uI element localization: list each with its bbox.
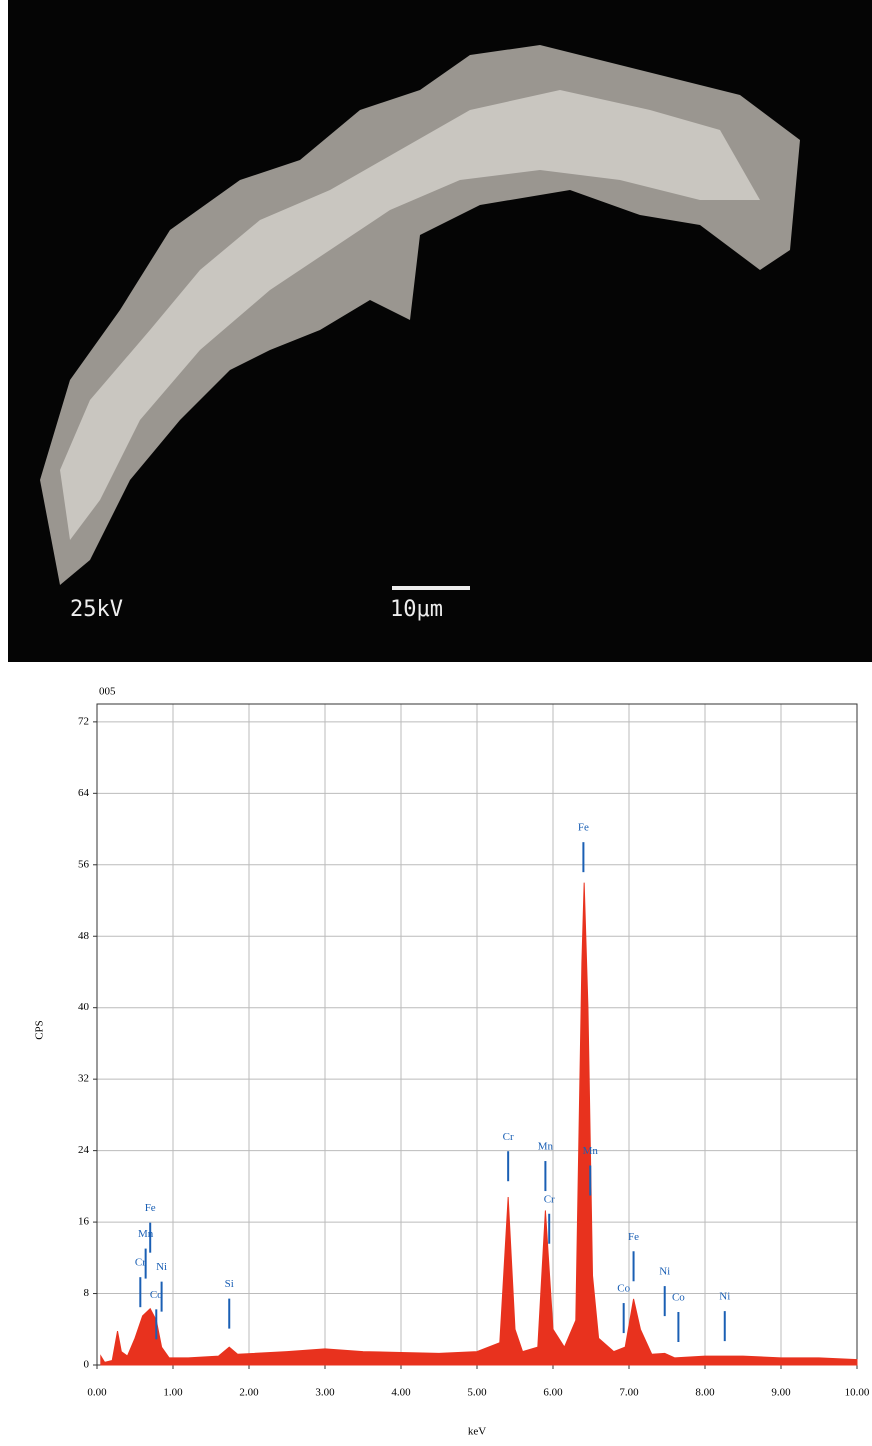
y-tick-label: 8 <box>84 1287 90 1299</box>
y-tick-label: 72 <box>78 715 89 727</box>
y-tick-label: 32 <box>78 1073 89 1085</box>
peak-label: Ni <box>659 1266 670 1278</box>
peak-label: Co <box>150 1289 163 1301</box>
x-tick-label: 3.00 <box>315 1387 335 1399</box>
y-tick-label: 40 <box>78 1001 90 1013</box>
x-tick-label: 7.00 <box>619 1387 639 1399</box>
peak-label: Cr <box>503 1131 514 1143</box>
peak-label: Cr <box>135 1257 146 1269</box>
peak-label: Mn <box>138 1228 154 1240</box>
y-axis-label: CPS <box>34 1020 46 1040</box>
scale-bar <box>392 586 470 590</box>
y-tick-label: 64 <box>78 787 90 799</box>
x-tick-label: 6.00 <box>543 1387 563 1399</box>
x-tick-label: 2.00 <box>239 1387 259 1399</box>
peak-label: Mn <box>538 1141 554 1153</box>
y-tick-label: 16 <box>78 1216 90 1228</box>
y-tick-label: 48 <box>78 930 90 942</box>
spectrum-area <box>101 883 857 1365</box>
figure: 25kV 10μm 005 CPS keV 0 8 16 24 32 40 48 56 64 72… <box>0 0 872 1441</box>
x-tick-label: 1.00 <box>163 1387 183 1399</box>
x-tick-label: 9.00 <box>771 1387 791 1399</box>
x-tick-label: 5.00 <box>467 1387 487 1399</box>
page: 25kV 10μm 005 CPS keV 0 8 16 24 32 40 48 56 64 72… <box>0 0 872 1441</box>
scale-label: 10μm <box>390 597 443 622</box>
y-tick-label: 56 <box>78 858 90 870</box>
x-tick-label: 4.00 <box>391 1387 411 1399</box>
chart-title: 005 <box>99 686 116 698</box>
peak-label: Fe <box>145 1202 156 1214</box>
peak-label: Cr <box>544 1193 555 1205</box>
peak-label: Si <box>225 1278 234 1290</box>
peak-label: Ni <box>156 1261 167 1273</box>
y-tick-label: 0 <box>84 1359 90 1371</box>
voltage-label: 25kV <box>70 597 123 622</box>
y-tick-label: 24 <box>78 1144 90 1156</box>
x-tick-label: 10.00 <box>845 1387 870 1399</box>
peak-label: Fe <box>578 822 589 834</box>
x-axis-label: keV <box>468 1426 486 1438</box>
x-tick-label: 0.00 <box>87 1387 107 1399</box>
peak-label: Co <box>672 1292 685 1304</box>
peak-label: Mn <box>583 1145 599 1157</box>
peak-label: Co <box>617 1283 630 1295</box>
x-tick-label: 8.00 <box>695 1387 715 1399</box>
peak-label: Fe <box>628 1231 639 1243</box>
peak-label: Ni <box>719 1291 730 1303</box>
